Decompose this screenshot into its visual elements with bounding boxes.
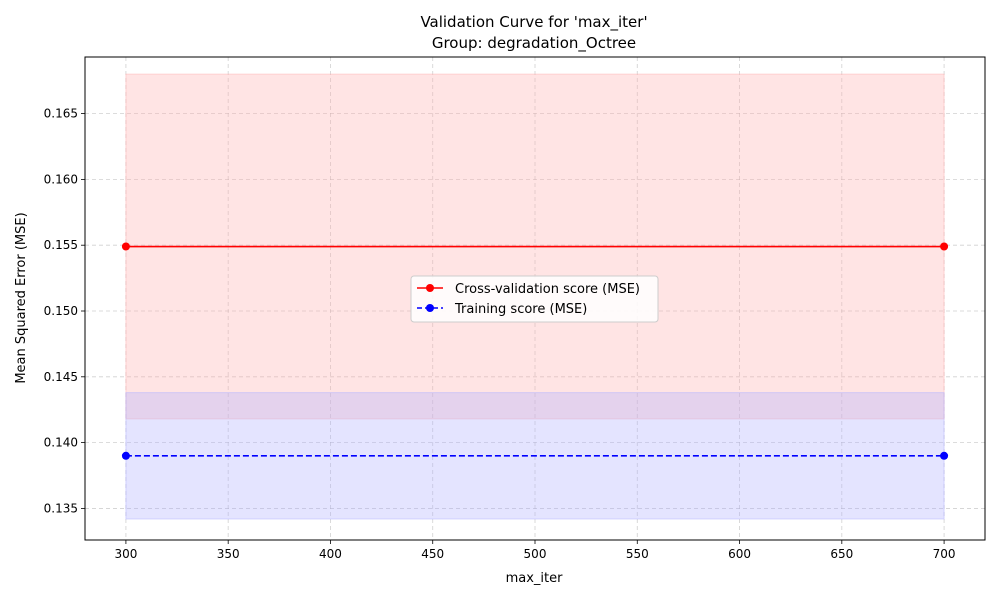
x-tick-label: 350 <box>217 547 240 561</box>
x-tick-label: 700 <box>933 547 956 561</box>
y-tick-label: 0.145 <box>44 370 78 384</box>
x-axis-label: max_iter <box>506 571 564 586</box>
y-tick-label: 0.150 <box>44 304 78 318</box>
x-axis-ticks: 300 350 400 450 500 550 600 650 700 <box>114 540 956 561</box>
y-tick-label: 0.160 <box>44 172 78 186</box>
x-tick-label: 400 <box>319 547 342 561</box>
y-axis-ticks: 0.135 0.140 0.145 0.150 0.155 0.160 0.165 <box>44 107 85 515</box>
x-tick-label: 500 <box>524 547 547 561</box>
y-tick-label: 0.155 <box>44 238 78 252</box>
chart-subtitle: Group: degradation_Octree <box>432 34 636 53</box>
legend-label-train: Training score (MSE) <box>454 302 587 317</box>
legend-marker-cv <box>426 284 434 292</box>
series-lines <box>125 245 945 457</box>
data-point-1-1 <box>940 451 949 460</box>
data-point-0-0 <box>121 242 130 251</box>
x-tick-label: 300 <box>114 547 137 561</box>
y-tick-label: 0.165 <box>44 107 78 121</box>
data-point-0-1 <box>940 242 949 251</box>
y-tick-label: 0.140 <box>44 436 78 450</box>
chart-title: Validation Curve for 'max_iter' <box>420 13 647 32</box>
x-tick-label: 600 <box>728 547 751 561</box>
data-point-1-0 <box>121 451 130 460</box>
x-tick-label: 550 <box>626 547 649 561</box>
legend: Cross-validation score (MSE) Training sc… <box>410 275 659 323</box>
series-markers <box>121 242 949 460</box>
x-tick-label: 650 <box>830 547 853 561</box>
legend-marker-train <box>426 304 434 312</box>
y-tick-label: 0.135 <box>44 501 78 515</box>
y-axis-label: Mean Squared Error (MSE) <box>14 212 29 383</box>
legend-label-cv: Cross-validation score (MSE) <box>455 282 640 297</box>
legend-box <box>410 275 659 323</box>
x-tick-label: 450 <box>421 547 444 561</box>
